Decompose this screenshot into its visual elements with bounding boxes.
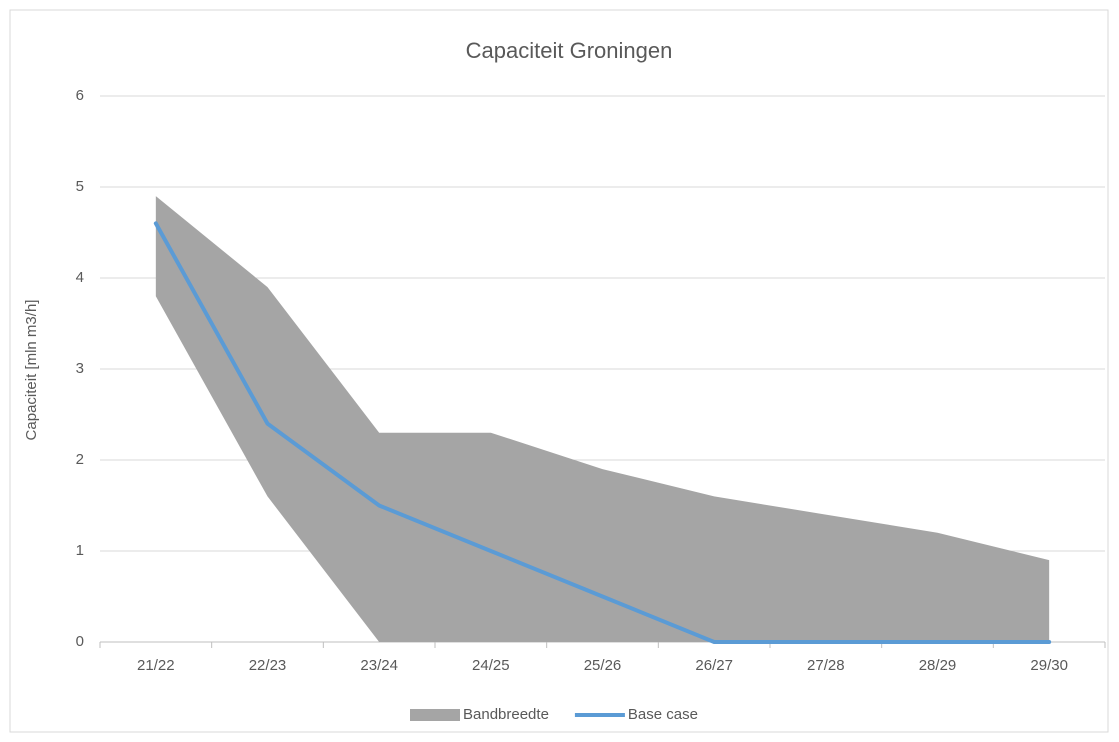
line-series bbox=[153, 221, 1052, 644]
x-tick-label: 22/23 bbox=[249, 657, 287, 674]
x-tick-label: 25/26 bbox=[584, 657, 622, 674]
x-tick-label: 26/27 bbox=[695, 657, 733, 674]
x-tick-label: 28/29 bbox=[919, 657, 957, 674]
band-area bbox=[155, 196, 1050, 642]
x-tick-label: 21/22 bbox=[137, 657, 175, 674]
x-tick-label: 24/25 bbox=[472, 657, 510, 674]
y-tick-label: 1 bbox=[76, 542, 84, 559]
chart-title: Capaciteit Groningen bbox=[466, 38, 673, 63]
y-tick-label: 3 bbox=[76, 360, 84, 377]
x-tick-label: 23/24 bbox=[360, 657, 398, 674]
x-tick-label: 27/28 bbox=[807, 657, 845, 674]
y-tick-label: 6 bbox=[76, 87, 84, 104]
legend-swatch bbox=[410, 709, 460, 721]
y-tick-label: 4 bbox=[76, 269, 84, 286]
y-axis-label: Capaciteit [mln m3/h] bbox=[23, 300, 40, 441]
y-tick-label: 2 bbox=[76, 451, 84, 468]
x-tick-label: 29/30 bbox=[1030, 657, 1068, 674]
y-tick-label: 0 bbox=[76, 633, 84, 650]
y-tick-label: 5 bbox=[76, 178, 84, 195]
legend-label: Bandbreedte bbox=[463, 706, 549, 723]
legend-label: Base case bbox=[628, 706, 698, 723]
